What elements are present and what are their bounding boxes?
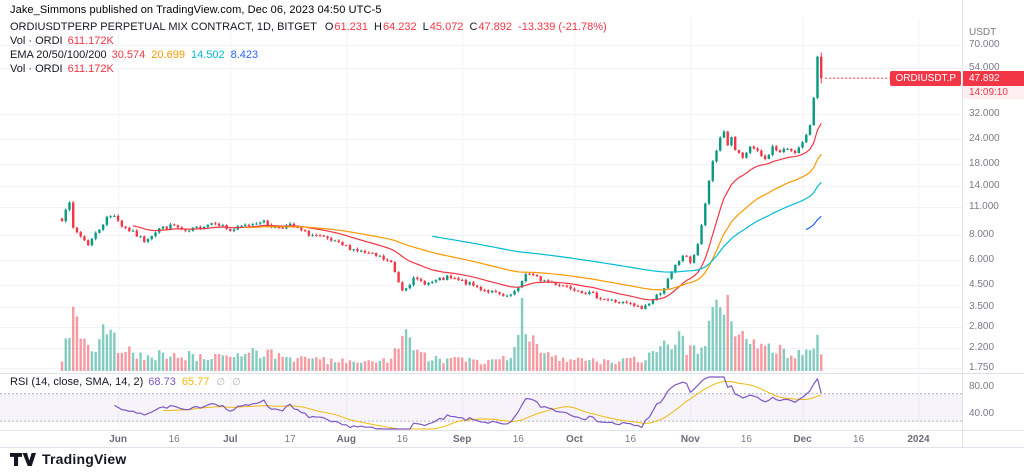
high-label: H	[374, 21, 382, 33]
time-tick-label: 16	[168, 434, 180, 445]
time-tick-label: 16	[853, 434, 865, 445]
volume-legend-row: Vol · ORDI 611.172K	[10, 34, 607, 48]
hidden-series-icon[interactable]: ∅	[216, 377, 226, 388]
time-tick-label: Jul	[223, 434, 238, 445]
footer: TradingView	[10, 451, 126, 467]
time-axis[interactable]: Jun 16 Jul 17 Aug 16 Sep 16 Oct 16 Nov 16 Dec 16 2024	[0, 431, 962, 447]
time-tick-label: 16	[396, 434, 408, 445]
ema200-value: 8.423	[230, 49, 259, 61]
change-value: -13.339 (-21.78%)	[518, 21, 607, 33]
last-price-badge: 47.892	[963, 70, 1024, 86]
rsi-tick-label: 80.00	[969, 380, 995, 392]
price-tick-label: 3.500	[969, 301, 995, 313]
time-tick-label: Oct	[566, 434, 583, 445]
price-tick-label: 18.000	[969, 157, 1000, 169]
high-value: 64.232	[383, 21, 417, 33]
volume-label-2[interactable]: Vol · ORDI	[10, 63, 63, 75]
volume-legend-row-2: Vol · ORDI 611.172K	[10, 62, 607, 76]
ema50-value: 20.699	[151, 49, 185, 61]
tradingview-wordmark[interactable]: TradingView	[42, 451, 127, 467]
rsi-tick-label: 40.00	[969, 408, 995, 420]
time-tick-label: 16	[740, 434, 752, 445]
volume-label[interactable]: Vol · ORDI	[10, 35, 63, 47]
ema-legend-row: EMA 20/50/100/200 30.574 20.699 14.502 8.423	[10, 48, 607, 62]
time-tick-label: Dec	[793, 434, 812, 445]
time-tick-label: 2024	[907, 434, 930, 445]
low-value: 45.072	[429, 21, 464, 33]
ema-label[interactable]: EMA 20/50/100/200	[10, 49, 107, 61]
price-tick-label: 4.500	[969, 279, 995, 291]
price-axis-currency: USDT	[969, 27, 997, 38]
rsi-ma-value: 65.77	[181, 376, 210, 388]
price-tick-label: 6.000	[969, 254, 995, 266]
price-tick-label: 14.000	[969, 179, 1000, 191]
low-label: L	[422, 21, 429, 33]
symbol-legend-row: ORDIUSDTPERP PERPETUAL MIX CONTRACT, 1D,…	[10, 20, 607, 34]
publisher-line: Jake_Simmons published on TradingView.co…	[10, 4, 382, 16]
price-axis[interactable]: USDT 47.892 14:09:10 70.000 54.000 32.000 2…	[963, 0, 1024, 447]
time-tick-label: Sep	[453, 434, 472, 445]
rsi-legend: RSI (14, close, SMA, 14, 2) 68.73 65.77 ∅ ∅	[10, 376, 241, 388]
rsi-value: 68.73	[148, 376, 176, 388]
time-tick-label: 16	[512, 434, 524, 445]
volume-value: 611.172K	[67, 35, 114, 47]
price-tick-label: 1.750	[969, 361, 995, 373]
symbol-price-label-badge: ORDIUSDT.P	[890, 70, 961, 86]
price-tick-label: 54.000	[969, 61, 1000, 73]
tradingview-logo[interactable]	[10, 452, 36, 466]
ema20-value: 30.574	[111, 49, 146, 61]
rsi-label[interactable]: RSI (14, close, SMA, 14, 2)	[10, 376, 144, 388]
price-tick-label: 2.800	[969, 320, 995, 332]
symbol-title[interactable]: ORDIUSDTPERP PERPETUAL MIX CONTRACT, 1D,…	[10, 21, 317, 33]
price-tick-label: 24.000	[969, 132, 1000, 144]
price-tick-label: 70.000	[969, 39, 1000, 50]
price-tick-label: 8.000	[969, 228, 995, 240]
bar-countdown: 14:09:10	[963, 86, 1024, 100]
price-tick-label: 2.200	[969, 341, 995, 353]
ema100-value: 14.502	[190, 49, 225, 61]
open-value: 61.231	[334, 21, 369, 33]
time-tick-label: 17	[284, 434, 296, 445]
close-label: C	[469, 21, 478, 33]
chart-legend: ORDIUSDTPERP PERPETUAL MIX CONTRACT, 1D,…	[10, 20, 607, 76]
price-tick-label: 11.000	[969, 201, 999, 213]
time-tick-label: Aug	[336, 434, 356, 445]
volume-value-2: 611.172K	[67, 63, 114, 75]
hidden-series-icon[interactable]: ∅	[232, 377, 241, 388]
close-value: 47.892	[478, 21, 513, 33]
time-tick-label: Nov	[680, 434, 700, 445]
open-label: O	[324, 21, 334, 33]
time-tick-label: Jun	[109, 434, 127, 445]
time-tick-label: 16	[624, 434, 637, 445]
price-tick-label: 32.000	[969, 107, 1000, 119]
